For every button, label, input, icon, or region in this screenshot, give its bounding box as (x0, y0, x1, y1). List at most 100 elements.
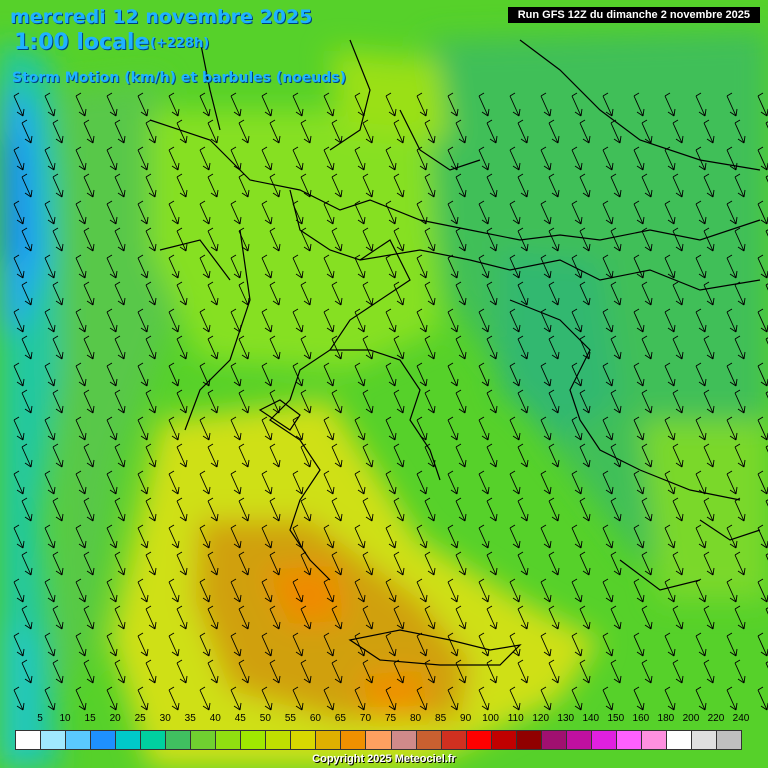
wind-barb (106, 524, 118, 549)
wind-barb (145, 119, 157, 144)
wind-barb (137, 254, 149, 279)
wind-barb (571, 632, 583, 657)
wind-barb (385, 470, 397, 495)
wind-barb (168, 308, 180, 333)
wind-barb (486, 389, 498, 414)
wind-barb (75, 308, 87, 333)
wind-barb (83, 335, 95, 360)
wind-barb (52, 335, 64, 360)
legend-label: 15 (84, 713, 96, 724)
wind-barb (52, 227, 64, 252)
wind-barb (13, 146, 25, 171)
wind-barb (726, 470, 738, 495)
legend-labels: 5 10 15 20 25 30 35 40 45 50 55 60 65 70 75 80 85 90 100 11… (0, 713, 768, 727)
wind-barb (269, 605, 281, 630)
wind-barb (75, 470, 87, 495)
wind-barb (602, 686, 614, 711)
legend-swatch (240, 730, 267, 750)
wind-barb (726, 416, 738, 441)
wind-barb (424, 551, 436, 576)
wind-barb (703, 335, 715, 360)
wind-barb (695, 578, 707, 603)
wind-barb (672, 335, 684, 360)
wind-barb (447, 146, 459, 171)
wind-barb (83, 227, 95, 252)
legend-label: 70 (359, 713, 372, 724)
wind-barb (269, 173, 281, 198)
legend-label: 110 (507, 713, 524, 724)
wind-barb (447, 200, 459, 225)
legend-label: 160 (632, 713, 650, 724)
wind-barb (292, 254, 304, 279)
wind-barb (176, 227, 188, 252)
wind-barb (447, 92, 459, 117)
forecast-date: mercredi 12 novembre 2025 (10, 6, 313, 28)
legend-label: 5 (37, 713, 43, 724)
wind-barb (416, 686, 428, 711)
legend-label: 60 (309, 713, 321, 724)
wind-barb (393, 443, 405, 468)
wind-barb (176, 605, 188, 630)
wind-barb (571, 470, 583, 495)
wind-barb (137, 578, 149, 603)
wind-barb (695, 200, 707, 225)
wind-barb (517, 119, 529, 144)
wind-barb (455, 497, 467, 522)
wind-barb (199, 308, 211, 333)
wind-barb (571, 308, 583, 333)
wind-barb (672, 281, 684, 306)
wind-barb (509, 200, 521, 225)
wind-barb (137, 92, 149, 117)
wind-barb (176, 497, 188, 522)
wind-barb (292, 146, 304, 171)
wind-barb (13, 686, 25, 711)
wind-barb (703, 443, 715, 468)
wind-barb (602, 578, 614, 603)
wind-barb (137, 470, 149, 495)
wind-barb (106, 578, 118, 603)
wind-barb (362, 227, 374, 252)
wind-barb (114, 119, 126, 144)
wind-barb (331, 389, 343, 414)
wind-barb (455, 227, 467, 252)
wind-barb (703, 659, 715, 684)
wind-barb (13, 524, 25, 549)
wind-barb (734, 605, 746, 630)
wind-barb (114, 389, 126, 414)
wind-barb (633, 416, 645, 441)
wind-barb (176, 173, 188, 198)
wind-barb (261, 686, 273, 711)
wind-barb (486, 551, 498, 576)
wind-barb (424, 443, 436, 468)
legend-label: 40 (209, 713, 221, 724)
wind-barb (385, 308, 397, 333)
wind-barb (424, 389, 436, 414)
wind-barb (579, 605, 591, 630)
wind-barb (362, 497, 374, 522)
wind-barb (44, 470, 56, 495)
wind-barb (300, 443, 312, 468)
wind-barb (478, 92, 490, 117)
wind-barb (517, 443, 529, 468)
wind-barb (695, 362, 707, 387)
wind-barb (323, 146, 335, 171)
wind-barb (75, 362, 87, 387)
wind-barb (199, 686, 211, 711)
wind-barb (44, 524, 56, 549)
wind-barb (52, 443, 64, 468)
wind-barb (199, 254, 211, 279)
wind-barb (602, 416, 614, 441)
wind-barb (331, 119, 343, 144)
legend-label: 50 (259, 713, 271, 724)
wind-barb (168, 416, 180, 441)
wind-barb (75, 632, 87, 657)
wind-barb (207, 605, 219, 630)
wind-barb (579, 335, 591, 360)
wind-barb (207, 443, 219, 468)
wind-barb (230, 308, 242, 333)
legend-swatch (715, 730, 742, 750)
wind-barb (517, 659, 529, 684)
legend-swatch (215, 730, 242, 750)
wind-barb (447, 470, 459, 495)
wind-barb (199, 200, 211, 225)
